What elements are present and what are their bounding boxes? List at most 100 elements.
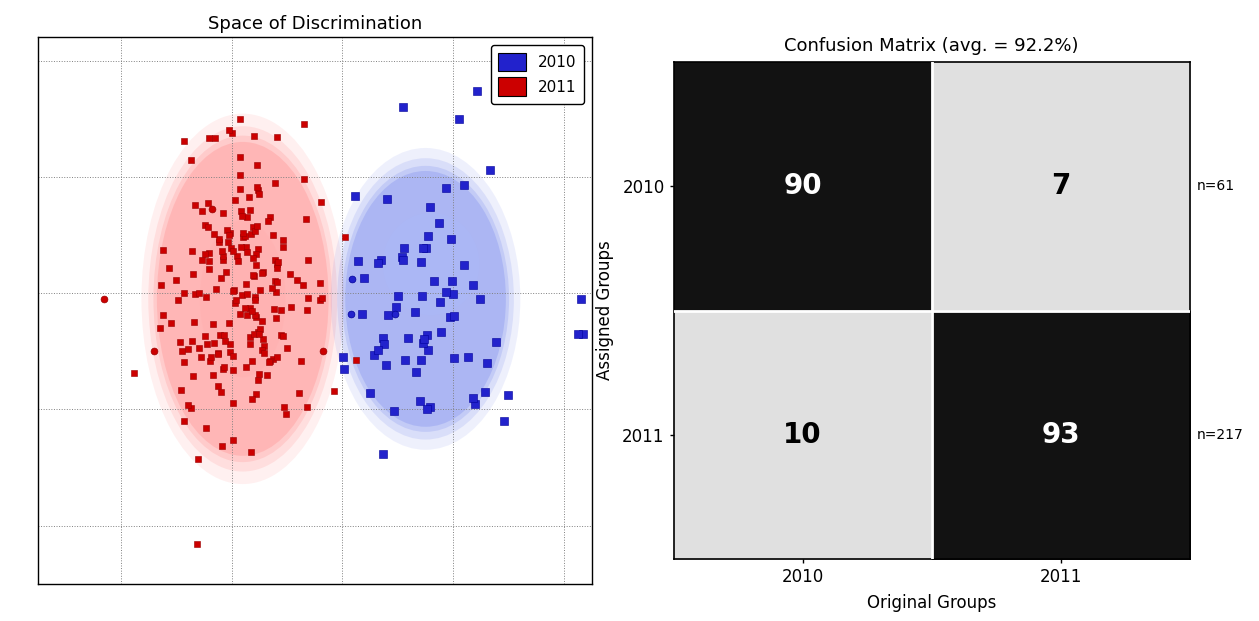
Point — [351, 309, 371, 319]
Point — [311, 197, 331, 207]
Point — [232, 211, 252, 221]
Point — [229, 152, 249, 162]
Title: Space of Discrimination: Space of Discrimination — [208, 15, 422, 33]
Point — [198, 222, 218, 232]
Point — [174, 288, 194, 297]
Point — [293, 280, 313, 290]
Point — [178, 344, 198, 354]
Point — [243, 271, 263, 281]
Point — [568, 329, 588, 338]
Point — [373, 449, 393, 459]
Point — [385, 302, 405, 312]
Point — [239, 302, 259, 312]
Point — [181, 404, 201, 414]
Point — [267, 259, 287, 269]
Point — [297, 402, 317, 412]
Point — [310, 278, 330, 288]
Point — [191, 206, 212, 216]
Point — [477, 358, 497, 368]
Point — [436, 183, 456, 193]
Point — [324, 386, 344, 396]
Point — [263, 230, 283, 240]
Point — [470, 294, 490, 304]
Point — [410, 355, 431, 365]
Point — [195, 330, 215, 340]
Point — [209, 237, 229, 247]
Ellipse shape — [345, 171, 506, 427]
Point — [243, 222, 263, 232]
Point — [210, 273, 230, 283]
Point — [431, 327, 451, 337]
Point — [273, 242, 293, 252]
Point — [213, 208, 233, 218]
Point — [297, 305, 317, 315]
Point — [481, 165, 501, 175]
Point — [421, 402, 441, 412]
X-axis label: Original Groups: Original Groups — [867, 594, 996, 612]
Point — [376, 360, 397, 369]
Text: n=61: n=61 — [1197, 179, 1235, 193]
Point — [497, 390, 517, 400]
Point — [274, 402, 295, 412]
Point — [220, 339, 240, 349]
Point — [273, 235, 293, 245]
Point — [237, 279, 257, 289]
Point — [298, 255, 319, 265]
Point — [394, 243, 414, 253]
Point — [249, 189, 269, 199]
Point — [311, 293, 331, 303]
Point — [448, 114, 468, 124]
Point — [220, 347, 240, 357]
Point — [252, 315, 272, 325]
Point — [271, 306, 291, 315]
Point — [240, 230, 261, 240]
Point — [384, 407, 404, 417]
Point — [150, 323, 170, 333]
Point — [178, 401, 198, 410]
Ellipse shape — [154, 135, 332, 462]
Point — [219, 318, 239, 328]
Point — [240, 338, 261, 348]
Point — [310, 296, 330, 306]
Point — [212, 247, 232, 256]
Point — [296, 214, 316, 224]
Point — [441, 312, 461, 322]
Point — [235, 302, 256, 312]
Point — [169, 295, 189, 305]
Point — [267, 313, 287, 323]
Point — [240, 332, 261, 342]
Ellipse shape — [331, 148, 520, 450]
Point — [213, 255, 233, 265]
Point — [290, 388, 310, 398]
Ellipse shape — [337, 158, 514, 440]
Point — [223, 247, 243, 256]
Point — [249, 369, 269, 379]
Point — [248, 185, 268, 195]
Point — [235, 242, 256, 252]
Point — [466, 399, 486, 409]
Point — [253, 267, 273, 277]
Point — [573, 329, 593, 338]
Point — [237, 212, 257, 222]
Point — [214, 330, 234, 340]
Point — [378, 310, 398, 320]
Point — [258, 357, 278, 367]
Point — [263, 354, 283, 364]
Point — [161, 318, 181, 328]
Point — [252, 345, 272, 355]
Point — [215, 336, 235, 346]
Point — [376, 194, 397, 204]
Point — [223, 365, 243, 374]
Point — [217, 225, 237, 235]
Ellipse shape — [149, 126, 337, 471]
Point — [190, 352, 210, 362]
Point — [466, 86, 486, 96]
Point — [264, 304, 285, 314]
Point — [212, 388, 232, 397]
Point — [313, 347, 334, 356]
Point — [242, 447, 262, 457]
Point — [354, 273, 374, 283]
Point — [189, 288, 209, 298]
Ellipse shape — [200, 220, 286, 378]
Point — [266, 178, 286, 188]
